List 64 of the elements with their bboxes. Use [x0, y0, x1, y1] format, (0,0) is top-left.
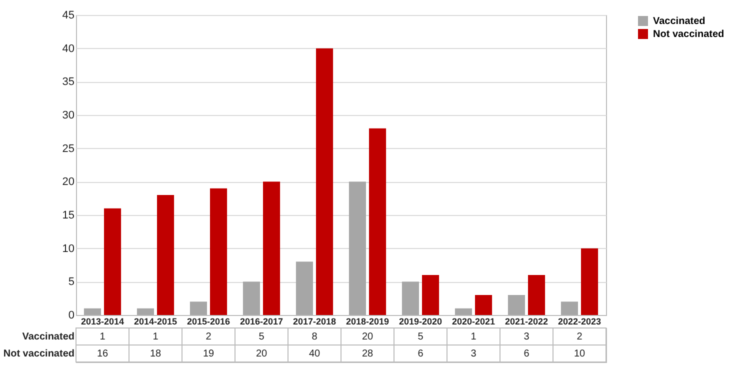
data-label: 1 — [152, 332, 159, 342]
bar — [84, 308, 101, 315]
bar — [528, 275, 546, 315]
bar — [402, 282, 419, 315]
data-label: 8 — [312, 332, 318, 342]
bar — [104, 208, 122, 315]
bar — [581, 248, 598, 315]
data-label: 10 — [574, 348, 586, 360]
bar — [348, 182, 366, 315]
y-tick-label: 30 — [62, 110, 74, 122]
bar — [369, 128, 386, 315]
data-label: 3 — [524, 332, 530, 342]
y-tick-label: 0 — [68, 310, 74, 322]
data-label: 40 — [308, 348, 320, 360]
data-label: 6 — [418, 348, 424, 360]
data-label: 1 — [100, 332, 106, 342]
bar — [242, 282, 260, 315]
data-label: 16 — [96, 348, 108, 360]
text: Not vaccinated — [3, 348, 74, 360]
x-tick-label: 2015-2016 — [186, 316, 230, 326]
text: Vaccinated — [22, 332, 74, 342]
data-label: 1 — [470, 332, 477, 342]
x-tick-label: 2021-2022 — [504, 316, 548, 326]
data-label: 18 — [150, 348, 162, 360]
bar — [296, 262, 313, 315]
bar — [508, 295, 525, 315]
data-label: 2 — [576, 332, 583, 342]
y-tick-label: 40 — [62, 42, 74, 55]
x-tick-label: 2016-2017 — [240, 316, 284, 326]
bar — [316, 48, 334, 315]
y-tick-label: 10 — [62, 242, 74, 255]
x-tick-label: 2013-2014 — [80, 316, 124, 326]
bar — [157, 195, 174, 315]
bar — [263, 182, 280, 315]
bar — [475, 295, 492, 315]
x-tick-label: 2018-2019 — [346, 316, 390, 326]
x-tick-label: 2019-2020 — [398, 316, 442, 326]
y-tick-label: 5 — [68, 276, 74, 288]
y-tick-label: 15 — [62, 210, 74, 222]
data-label: 2 — [206, 332, 212, 342]
legend-label: Not vaccinated — [653, 29, 724, 40]
data-label: 5 — [418, 332, 424, 342]
bar — [190, 302, 207, 315]
data-label: 19 — [202, 348, 214, 360]
bar — [560, 302, 578, 315]
x-tick-label: 2020-2021 — [452, 316, 496, 326]
legend-label: Vaccinated — [653, 16, 706, 27]
data-label: 28 — [362, 348, 374, 360]
y-tick-label: 20 — [62, 176, 74, 188]
y-tick-label: 35 — [62, 76, 74, 88]
data-label: 20 — [362, 332, 374, 342]
bar — [210, 188, 228, 315]
data-label: 5 — [258, 332, 265, 342]
y-tick-label: 45 — [62, 10, 74, 22]
bar — [454, 308, 472, 315]
bar — [136, 308, 154, 315]
x-tick-label: 2017-2018 — [292, 316, 336, 326]
data-label: 3 — [470, 348, 477, 360]
data-label: 20 — [256, 348, 268, 360]
y-tick-label: 25 — [62, 142, 74, 155]
x-tick-label: 2014-2015 — [134, 316, 178, 326]
x-tick-label: 2022-2023 — [558, 316, 602, 326]
data-label: 6 — [524, 348, 530, 360]
bar — [422, 275, 440, 315]
